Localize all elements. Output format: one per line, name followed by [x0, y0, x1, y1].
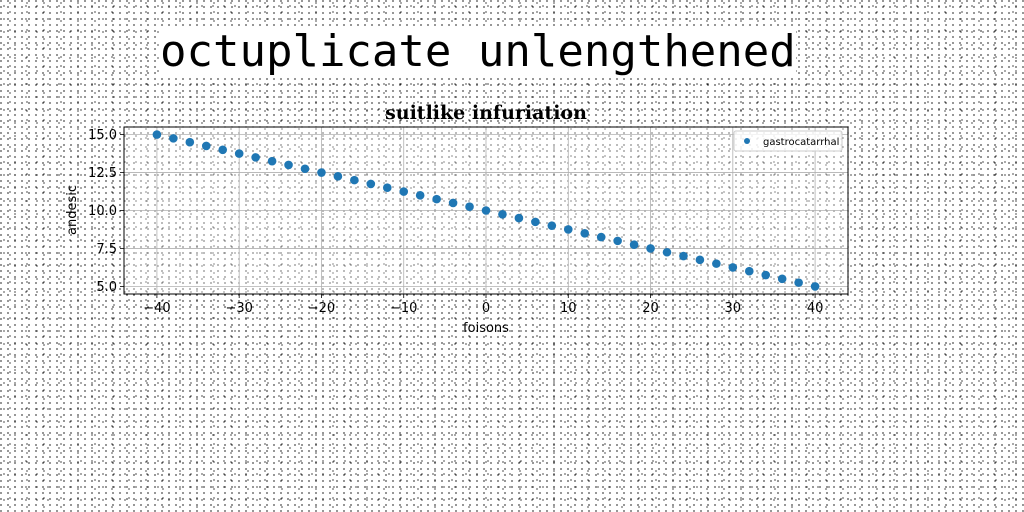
data-points [152, 130, 820, 291]
data-point [234, 149, 244, 158]
y-tick-label: 5.0 [96, 280, 117, 295]
data-point [152, 130, 162, 139]
data-point [350, 175, 359, 185]
data-point [580, 228, 590, 238]
data-point [662, 247, 672, 257]
x-tick-label: 0 [482, 301, 490, 316]
plot-frame [123, 126, 849, 295]
data-point [777, 274, 787, 284]
page-heading: octuplicate unlengthened [160, 26, 796, 77]
data-point [695, 255, 705, 265]
legend-box [733, 130, 843, 152]
data-point [514, 213, 524, 223]
data-point [728, 263, 738, 272]
legend-marker [744, 138, 750, 144]
data-point [415, 191, 425, 200]
data-point [646, 244, 655, 253]
data-point [761, 270, 771, 280]
y-tick-label: 15.0 [88, 128, 117, 143]
data-point [333, 172, 343, 181]
x-tick-label: 20 [642, 301, 659, 316]
data-point [744, 266, 754, 276]
chart-title: suitlike infuriation [385, 102, 587, 124]
data-point [399, 187, 409, 196]
data-point [201, 141, 211, 151]
data-point [432, 194, 441, 204]
data-point [382, 183, 392, 193]
x-tick-label: 30 [725, 301, 742, 316]
x-tick-label: −30 [225, 301, 252, 316]
data-point [218, 145, 228, 155]
data-point [531, 217, 540, 227]
data-point [810, 282, 820, 291]
data-point [629, 240, 639, 249]
data-point [448, 198, 458, 208]
data-point [481, 206, 491, 215]
data-point [498, 209, 507, 219]
data-point [169, 134, 178, 143]
data-point [185, 137, 195, 147]
data-point [251, 153, 260, 162]
legend: gastrocatarrhal [733, 130, 843, 152]
x-tick-label: −40 [143, 301, 170, 316]
y-axis-label: andesic [65, 185, 80, 235]
data-point [794, 278, 803, 287]
data-point [563, 225, 573, 234]
data-point [284, 160, 293, 170]
x-tick-label: −10 [390, 301, 417, 316]
data-point [547, 221, 557, 230]
data-point [317, 168, 326, 177]
axis-ticks: −40 −30 −20 −10 0 10 20 30 40 5.0 7.5 10.0 12.5 15.0 [88, 128, 823, 316]
legend-label: gastrocatarrhal [763, 137, 839, 148]
y-tick-label: 10.0 [88, 204, 117, 219]
data-point [613, 236, 622, 246]
y-tick-label: 7.5 [96, 242, 117, 257]
data-point [366, 179, 376, 189]
data-point [267, 156, 277, 166]
x-tick-label: 10 [560, 301, 577, 316]
x-axis-label: foisons [463, 321, 509, 336]
x-tick-label: 40 [807, 301, 824, 316]
x-tick-label: −20 [308, 301, 335, 316]
data-point [712, 259, 721, 268]
data-point [300, 164, 310, 174]
data-point [679, 251, 688, 261]
y-tick-label: 12.5 [88, 166, 117, 181]
data-point [596, 232, 606, 242]
data-point [465, 202, 474, 212]
